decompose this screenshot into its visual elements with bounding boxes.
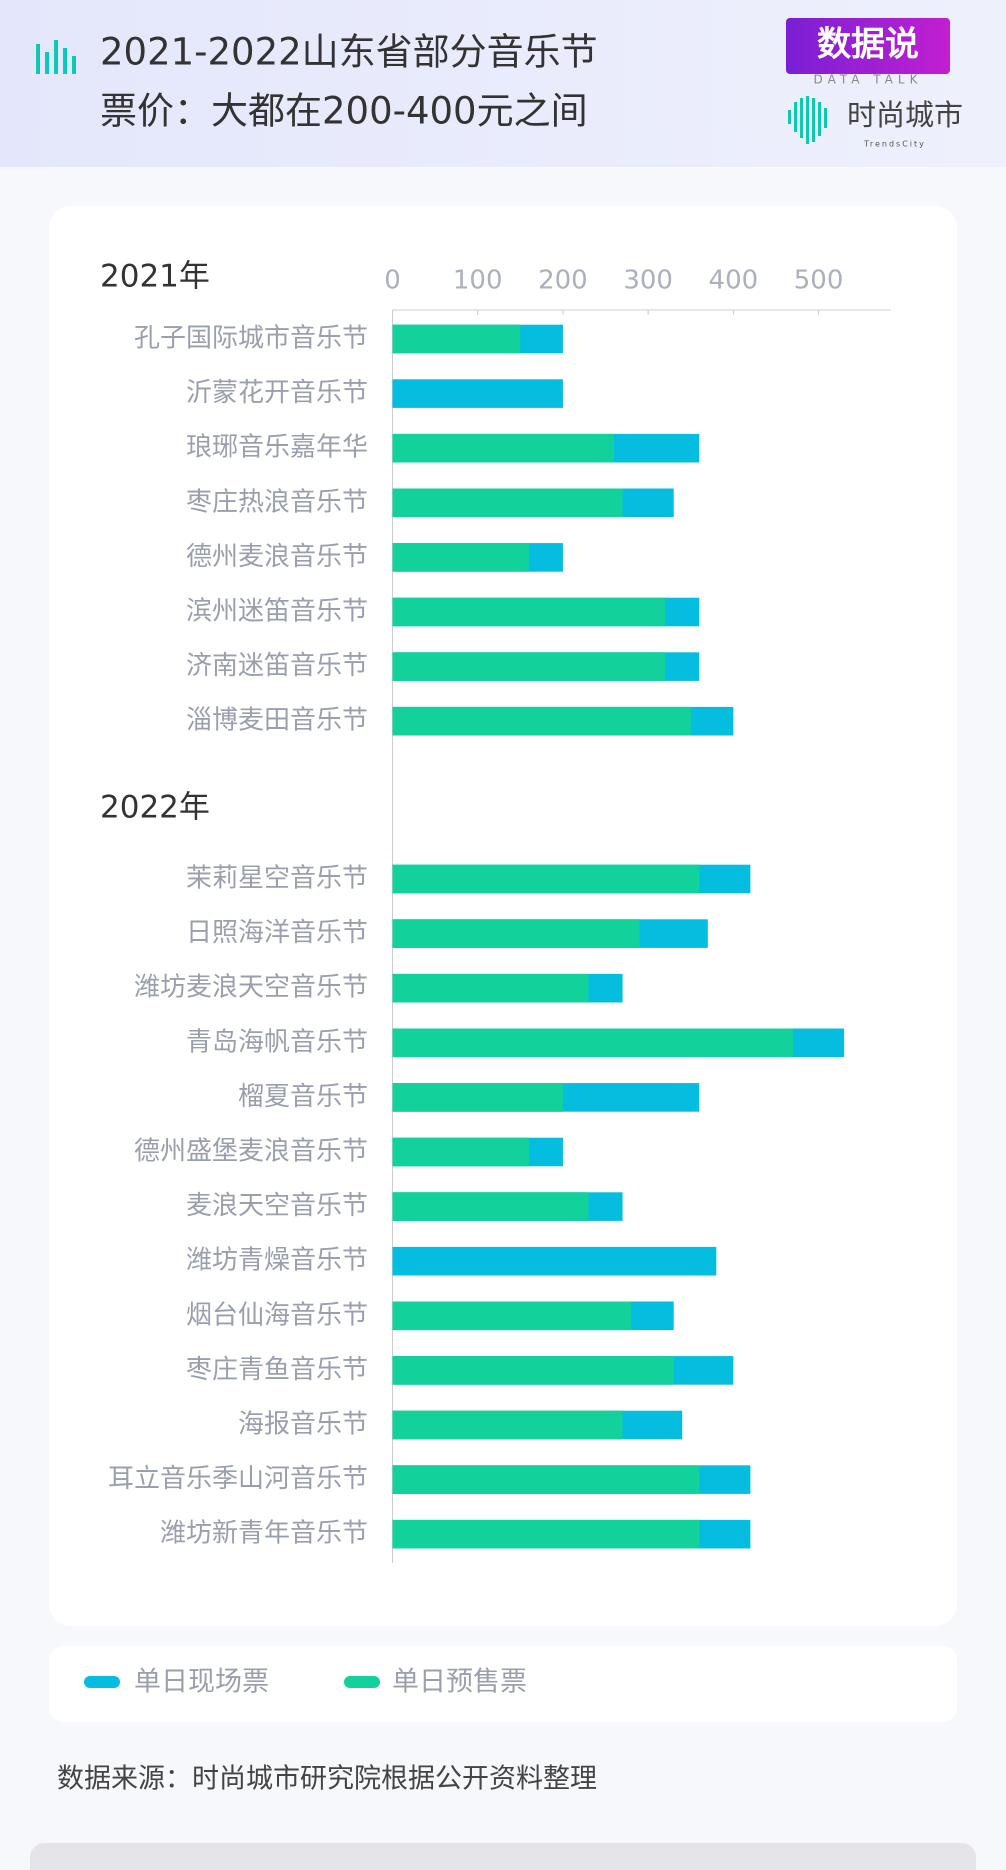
- x-tick-label: 100: [453, 266, 503, 296]
- brand-box: [786, 18, 950, 74]
- group-label: 2021年: [100, 259, 210, 295]
- y-tick-label: 日照海洋音乐节: [186, 918, 368, 948]
- bar: [392, 864, 700, 894]
- y-tick-label: 孔子国际城市音乐节: [134, 324, 368, 354]
- bar: [392, 543, 529, 572]
- bar: [392, 488, 623, 518]
- group-label: 2022年: [100, 790, 210, 826]
- x-tick-label: 0: [384, 266, 401, 296]
- brand-sub: DATA TALK: [814, 73, 923, 87]
- x-tick-label: 500: [794, 266, 844, 296]
- y-tick-label: 济南迷笛音乐节: [186, 651, 368, 681]
- source: 数据来源：时尚城市研究院根据公开资料整理: [57, 1764, 597, 1795]
- bar: [392, 652, 666, 681]
- legend-label: 单日预售票: [392, 1667, 527, 1698]
- y-tick-label: 潍坊麦浪天空音乐节: [134, 973, 368, 1003]
- y-tick-label: 耳立音乐季山河音乐节: [108, 1464, 368, 1494]
- legend-card: [49, 1646, 957, 1722]
- logo-icon: [788, 96, 827, 144]
- bar: [392, 1028, 794, 1058]
- y-tick-label: 滨州迷笛音乐节: [186, 597, 368, 627]
- y-tick-label: 淄博麦田音乐节: [186, 706, 368, 736]
- y-tick-label: 枣庄热浪音乐节: [186, 487, 368, 517]
- y-tick-label: 潍坊新青年音乐节: [160, 1519, 368, 1549]
- bar: [392, 379, 563, 408]
- chart-card: [49, 206, 957, 1626]
- bar: [392, 1083, 563, 1112]
- y-tick-label: 青岛海帆音乐节: [186, 1027, 368, 1057]
- y-tick-label: 德州麦浪音乐节: [186, 542, 368, 572]
- bar: [392, 1410, 623, 1440]
- bar: [392, 973, 589, 1003]
- brand: 数据说: [817, 25, 919, 65]
- title-line: 票价：大都在200-400元之间: [100, 90, 588, 133]
- y-tick-label: 德州盛堡麦浪音乐节: [134, 1137, 368, 1167]
- x-tick-label: 400: [709, 266, 759, 296]
- y-tick-label: 潍坊青燥音乐节: [186, 1246, 368, 1276]
- y-tick-label: 烟台仙海音乐节: [186, 1300, 368, 1330]
- y-tick-label: 麦浪天空音乐节: [186, 1191, 368, 1221]
- y-tick-label: 沂蒙花开音乐节: [186, 378, 368, 408]
- x-tick-label: 200: [538, 266, 588, 296]
- header-icon: [36, 40, 76, 74]
- bar: [392, 919, 640, 948]
- y-tick-label: 茉莉星空音乐节: [186, 864, 368, 894]
- bar: [392, 706, 691, 736]
- bar: [392, 433, 615, 463]
- legend-label: 单日现场票: [134, 1667, 269, 1698]
- bar: [392, 1356, 674, 1385]
- y-tick-label: 琅琊音乐嘉年华: [186, 433, 368, 463]
- y-tick-label: 榴夏音乐节: [238, 1082, 368, 1112]
- bar: [392, 597, 666, 627]
- legend-swatch: [84, 1676, 120, 1688]
- y-tick-label: 枣庄青鱼音乐节: [186, 1355, 368, 1385]
- bar: [392, 1192, 589, 1221]
- bar: [392, 1301, 632, 1331]
- footer-bar: [30, 1843, 976, 1870]
- title-line: 2021-2022山东省部分音乐节: [100, 31, 598, 74]
- logo-sub: TrendsCity: [863, 140, 926, 149]
- bar: [392, 1137, 529, 1167]
- bar: [392, 324, 521, 354]
- bar: [392, 1465, 700, 1494]
- y-tick-label: 海报音乐节: [238, 1410, 368, 1440]
- bar: [392, 1246, 717, 1276]
- x-tick-label: 300: [623, 266, 673, 296]
- logo: 时尚城市: [847, 98, 963, 132]
- bar: [392, 1519, 700, 1549]
- legend-swatch: [344, 1676, 380, 1688]
